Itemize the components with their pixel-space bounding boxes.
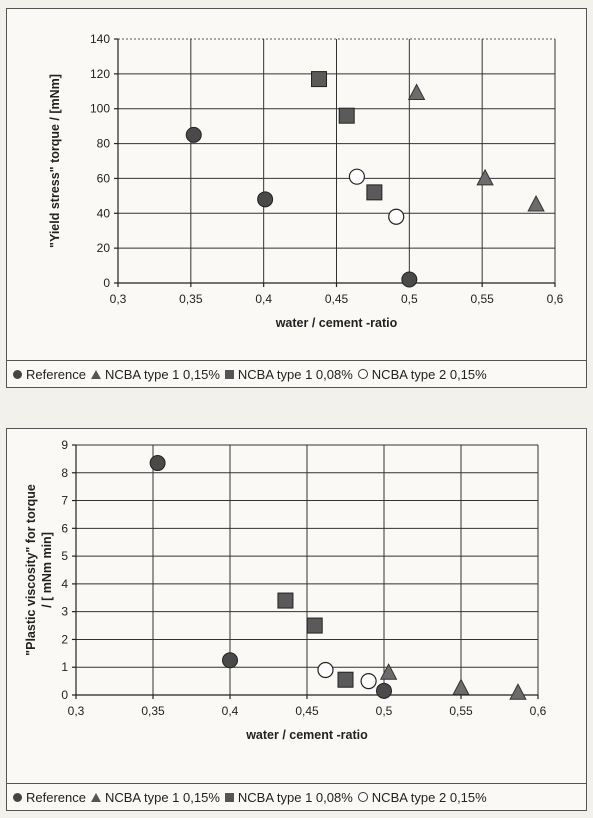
y-tick-label: 40 bbox=[97, 206, 111, 220]
data-point-ncba2-015 bbox=[388, 208, 405, 225]
legend-label-reference: Reference bbox=[26, 366, 86, 382]
y-tick-label: 0 bbox=[103, 276, 110, 290]
data-point-ncba1-008 bbox=[311, 71, 328, 88]
yield-stress-chart-panel: 0 20 40 60 80 100 120 140 0,3 0,35 0,4 0,45 0,5 0,55 0… bbox=[6, 8, 587, 388]
y-tick-label: 140 bbox=[90, 32, 110, 46]
plastic-viscosity-chart: 0 1 2 3 4 5 6 7 8 9 0,3 0,35 0,4 0,45 0,5 0,55 0,6 water … bbox=[24, 438, 547, 742]
y-tick-label: 80 bbox=[97, 137, 111, 151]
y-tick-label: 1 bbox=[61, 660, 68, 674]
legend-item-ncba2-015: NCBA type 2 0,15% bbox=[357, 366, 487, 382]
data-point-ncba2-015 bbox=[360, 673, 377, 690]
legend-label-ncba1-008: NCBA type 1 0,08% bbox=[237, 366, 353, 382]
x-tick-label: 0,3 bbox=[110, 292, 127, 306]
y-tick-label: 3 bbox=[61, 605, 68, 619]
x-tick-label: 0,45 bbox=[325, 292, 349, 306]
legend-circle-open-icon bbox=[357, 792, 368, 802]
legend-item-ncba1-008: NCBA type 1 0,08% bbox=[224, 366, 353, 382]
y-tick-label: 9 bbox=[61, 438, 68, 452]
y-tick-label: 5 bbox=[61, 549, 68, 563]
legend-item-reference: Reference bbox=[13, 790, 86, 805]
legend-item-ncba2-015: NCBA type 2 0,15% bbox=[357, 789, 487, 805]
plastic-viscosity-chart-panel: 0 1 2 3 4 5 6 7 8 9 0,3 0,35 0,4 0,45 0,5 0,55 0,6 water … bbox=[6, 428, 587, 811]
data-point-ncba1-008 bbox=[277, 592, 294, 609]
legend-circle-filled-icon bbox=[13, 369, 22, 379]
data-point-ncba1-015 bbox=[476, 168, 494, 186]
y-tick-label: 60 bbox=[97, 171, 111, 185]
legend-triangle-icon bbox=[90, 792, 101, 802]
legend-item-ncba1-015: NCBA type 1 0,15% bbox=[90, 366, 220, 382]
x-tick-label: 0,3 bbox=[68, 704, 85, 718]
data-point-ncba1-015 bbox=[407, 83, 426, 100]
x-tick-label: 0,35 bbox=[179, 292, 203, 306]
data-point-reference bbox=[401, 271, 418, 288]
y-tick-label: 20 bbox=[97, 241, 111, 255]
legend-item-ncba1-008: NCBA type 1 0,08% bbox=[224, 789, 353, 805]
x-tick-label: 0,35 bbox=[141, 704, 165, 718]
legend-square-icon bbox=[224, 792, 234, 802]
data-point-reference bbox=[257, 191, 274, 208]
x-tick-label: 0,55 bbox=[449, 704, 473, 718]
y-axis-label: "Plastic viscosity" for torque bbox=[24, 484, 38, 656]
y-tick-label: 100 bbox=[90, 102, 110, 116]
legend-triangle-icon bbox=[90, 369, 101, 379]
y-tick-label: 4 bbox=[61, 577, 68, 591]
y-tick-label: 6 bbox=[61, 521, 68, 535]
x-axis-label: water / cement -ratio bbox=[245, 728, 368, 742]
legend-label-reference: Reference bbox=[26, 789, 86, 805]
data-point-ncba1-015 bbox=[527, 194, 545, 212]
data-point-reference bbox=[376, 682, 392, 699]
x-tick-label: 0,4 bbox=[255, 292, 272, 306]
data-point-ncba1-015 bbox=[379, 663, 398, 680]
x-axis-label: water / cement -ratio bbox=[275, 316, 398, 330]
y-tick-label: 7 bbox=[61, 494, 68, 508]
y-tick-label: 8 bbox=[61, 466, 68, 480]
y-axis-label-line2: / [ mNm min] bbox=[40, 532, 54, 608]
x-tick-label: 0,5 bbox=[376, 704, 393, 718]
x-tick-label: 0,45 bbox=[295, 704, 319, 718]
legend-square-icon bbox=[224, 369, 234, 379]
data-point-ncba1-015 bbox=[452, 678, 470, 695]
y-tick-label: 2 bbox=[61, 632, 68, 646]
plastic-viscosity-legend: Reference NCBA type 1 0,15% NCBA type 1 … bbox=[7, 783, 586, 810]
x-tick-label: 0,6 bbox=[547, 292, 564, 306]
data-point-reference bbox=[149, 455, 166, 472]
legend-label-ncba1-008: NCBA type 1 0,08% bbox=[237, 789, 353, 805]
y-tick-label: 120 bbox=[90, 67, 110, 81]
yield-stress-chart: 0 20 40 60 80 100 120 140 0,3 0,35 0,4 0,45 0,5 0,55 0… bbox=[48, 32, 564, 330]
y-tick-label: 0 bbox=[61, 688, 68, 702]
data-point-ncba2-015 bbox=[317, 661, 334, 679]
legend-label-ncba1-015: NCBA type 1 0,15% bbox=[104, 366, 220, 382]
x-tick-label: 0,55 bbox=[470, 292, 494, 306]
legend-label-ncba2-015: NCBA type 2 0,15% bbox=[371, 366, 487, 382]
legend-circle-open-icon bbox=[357, 369, 368, 379]
legend-label-ncba1-015: NCBA type 1 0,15% bbox=[104, 789, 220, 805]
data-point-ncba1-008 bbox=[338, 107, 355, 124]
yield-stress-legend: Reference NCBA type 1 0,15% NCBA type 1 … bbox=[7, 360, 586, 387]
legend-label-ncba2-015: NCBA type 2 0,15% bbox=[371, 789, 487, 805]
legend-item-ncba1-015: NCBA type 1 0,15% bbox=[90, 789, 220, 805]
x-tick-label: 0,5 bbox=[401, 292, 418, 306]
x-tick-label: 0,6 bbox=[530, 704, 547, 718]
data-point-ncba1-008 bbox=[366, 184, 383, 201]
data-point-reference bbox=[222, 652, 238, 669]
legend-circle-filled-icon bbox=[13, 792, 22, 802]
data-point-ncba1-015 bbox=[509, 683, 527, 700]
data-point-ncba2-015 bbox=[348, 168, 365, 185]
y-axis-label: "Yield stress" torque / [mNm] bbox=[48, 74, 62, 248]
x-tick-label: 0,4 bbox=[222, 704, 239, 718]
data-point-ncba1-008 bbox=[306, 617, 323, 634]
data-point-reference bbox=[185, 126, 202, 143]
legend-item-reference: Reference bbox=[13, 367, 86, 382]
data-point-ncba1-008 bbox=[337, 671, 354, 688]
